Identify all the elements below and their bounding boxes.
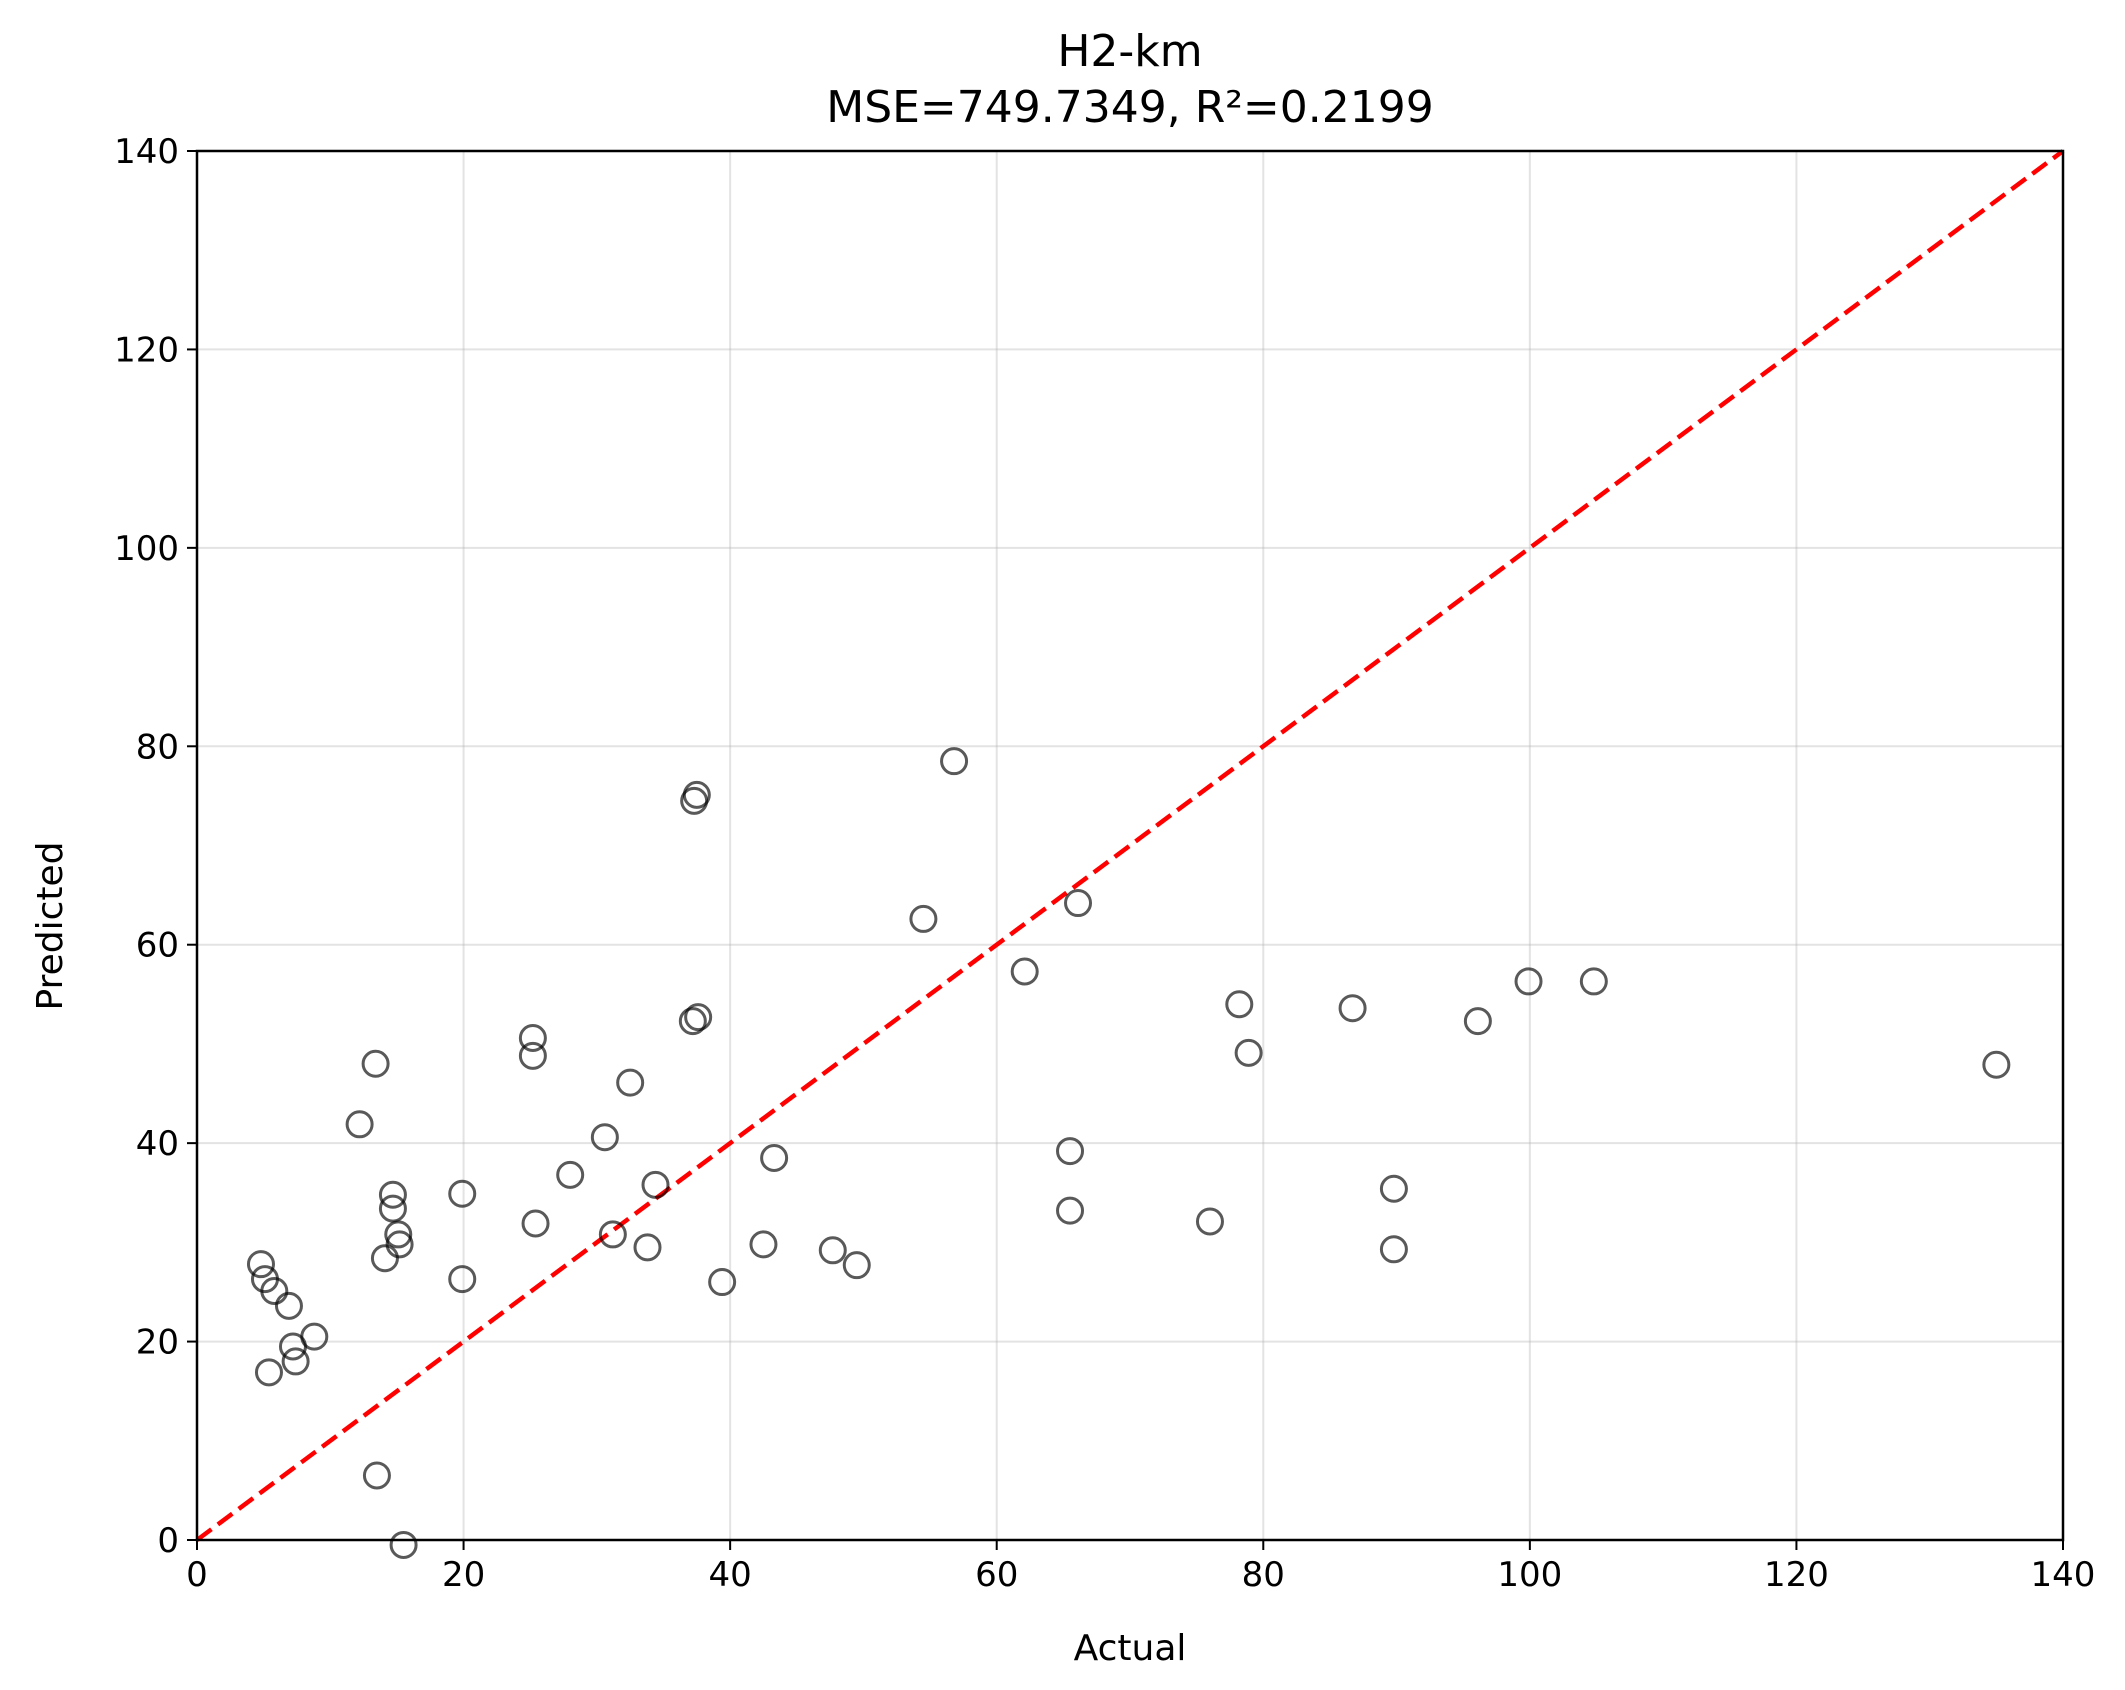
data-point (1338, 994, 1367, 1023)
data-point (842, 1251, 871, 1280)
data-point (281, 1347, 310, 1376)
y-tick-label: 60 (136, 926, 179, 966)
data-point (708, 1268, 737, 1297)
data-point (389, 1530, 418, 1559)
x-tick-label: 40 (709, 1555, 752, 1595)
y-tick-label: 0 (157, 1521, 179, 1561)
x-tick-label: 100 (1497, 1555, 1562, 1595)
data-point (598, 1220, 627, 1249)
data-point (384, 1220, 413, 1249)
data-point (361, 1049, 390, 1078)
y-tick-label: 120 (114, 330, 179, 370)
data-point (345, 1110, 374, 1139)
y-tick-label: 20 (136, 1323, 179, 1363)
y-tick-label: 40 (136, 1124, 179, 1164)
x-tick-label: 80 (1242, 1555, 1285, 1595)
x-axis-label: Actual (1074, 1628, 1187, 1669)
y-tick-label: 100 (114, 529, 179, 569)
identity-reference-line (195, 149, 2065, 1542)
data-point (749, 1230, 778, 1259)
data-point (1056, 1196, 1085, 1225)
data-point (641, 1170, 670, 1199)
data-point (590, 1123, 619, 1152)
data-point (385, 1230, 414, 1259)
data-point (448, 1265, 477, 1294)
data-point (518, 1023, 547, 1052)
data-point (633, 1233, 662, 1262)
data-point (1010, 957, 1039, 986)
chart-subtitle: MSE=749.7349, R²=0.2199 (826, 82, 1434, 133)
grid-lines (196, 150, 2064, 1541)
data-point (274, 1291, 303, 1320)
axis-ticks: 0 20 40 60 80 100 120 140 0 20 40 60 80 100 120 140 (114, 132, 2095, 1595)
y-tick-label: 80 (136, 727, 179, 767)
data-point (1579, 967, 1608, 996)
x-tick-label: 120 (1764, 1555, 1829, 1595)
data-point (1982, 1050, 2011, 1079)
data-point (518, 1041, 547, 1070)
plot-frame (195, 149, 2065, 1542)
data-point (940, 747, 969, 776)
data-point (818, 1236, 847, 1265)
data-point (1195, 1207, 1224, 1236)
data-point (556, 1160, 585, 1189)
data-point (521, 1209, 550, 1238)
data-point (1056, 1137, 1085, 1166)
data-point (378, 1180, 407, 1209)
data-point (378, 1194, 407, 1223)
chart-title: H2-km (1057, 26, 1202, 77)
data-point (246, 1250, 275, 1279)
data-point (616, 1068, 645, 1097)
data-point (678, 1007, 707, 1036)
data-point (1064, 889, 1093, 918)
data-point (448, 1179, 477, 1208)
x-tick-label: 60 (975, 1555, 1018, 1595)
x-tick-label: 0 (186, 1555, 208, 1595)
data-point (1225, 990, 1254, 1019)
data-point (682, 780, 711, 809)
y-axis-label: Predicted (30, 842, 71, 1011)
data-point (1514, 967, 1543, 996)
reference-line-layer (195, 149, 2065, 1542)
y-tick-label: 140 (114, 132, 179, 172)
x-tick-label: 140 (2031, 1555, 2096, 1595)
data-point (1234, 1038, 1263, 1067)
data-point (1379, 1174, 1408, 1203)
data-point (1463, 1007, 1492, 1036)
data-point (362, 1461, 391, 1490)
data-point (684, 1003, 713, 1032)
data-point (760, 1144, 789, 1173)
data-point (260, 1276, 289, 1305)
x-tick-label: 20 (442, 1555, 485, 1595)
data-point (370, 1244, 399, 1273)
data-point (909, 904, 938, 933)
data-points (246, 747, 2011, 1559)
data-point (300, 1322, 329, 1351)
data-point (254, 1358, 283, 1387)
data-point (1379, 1235, 1408, 1264)
